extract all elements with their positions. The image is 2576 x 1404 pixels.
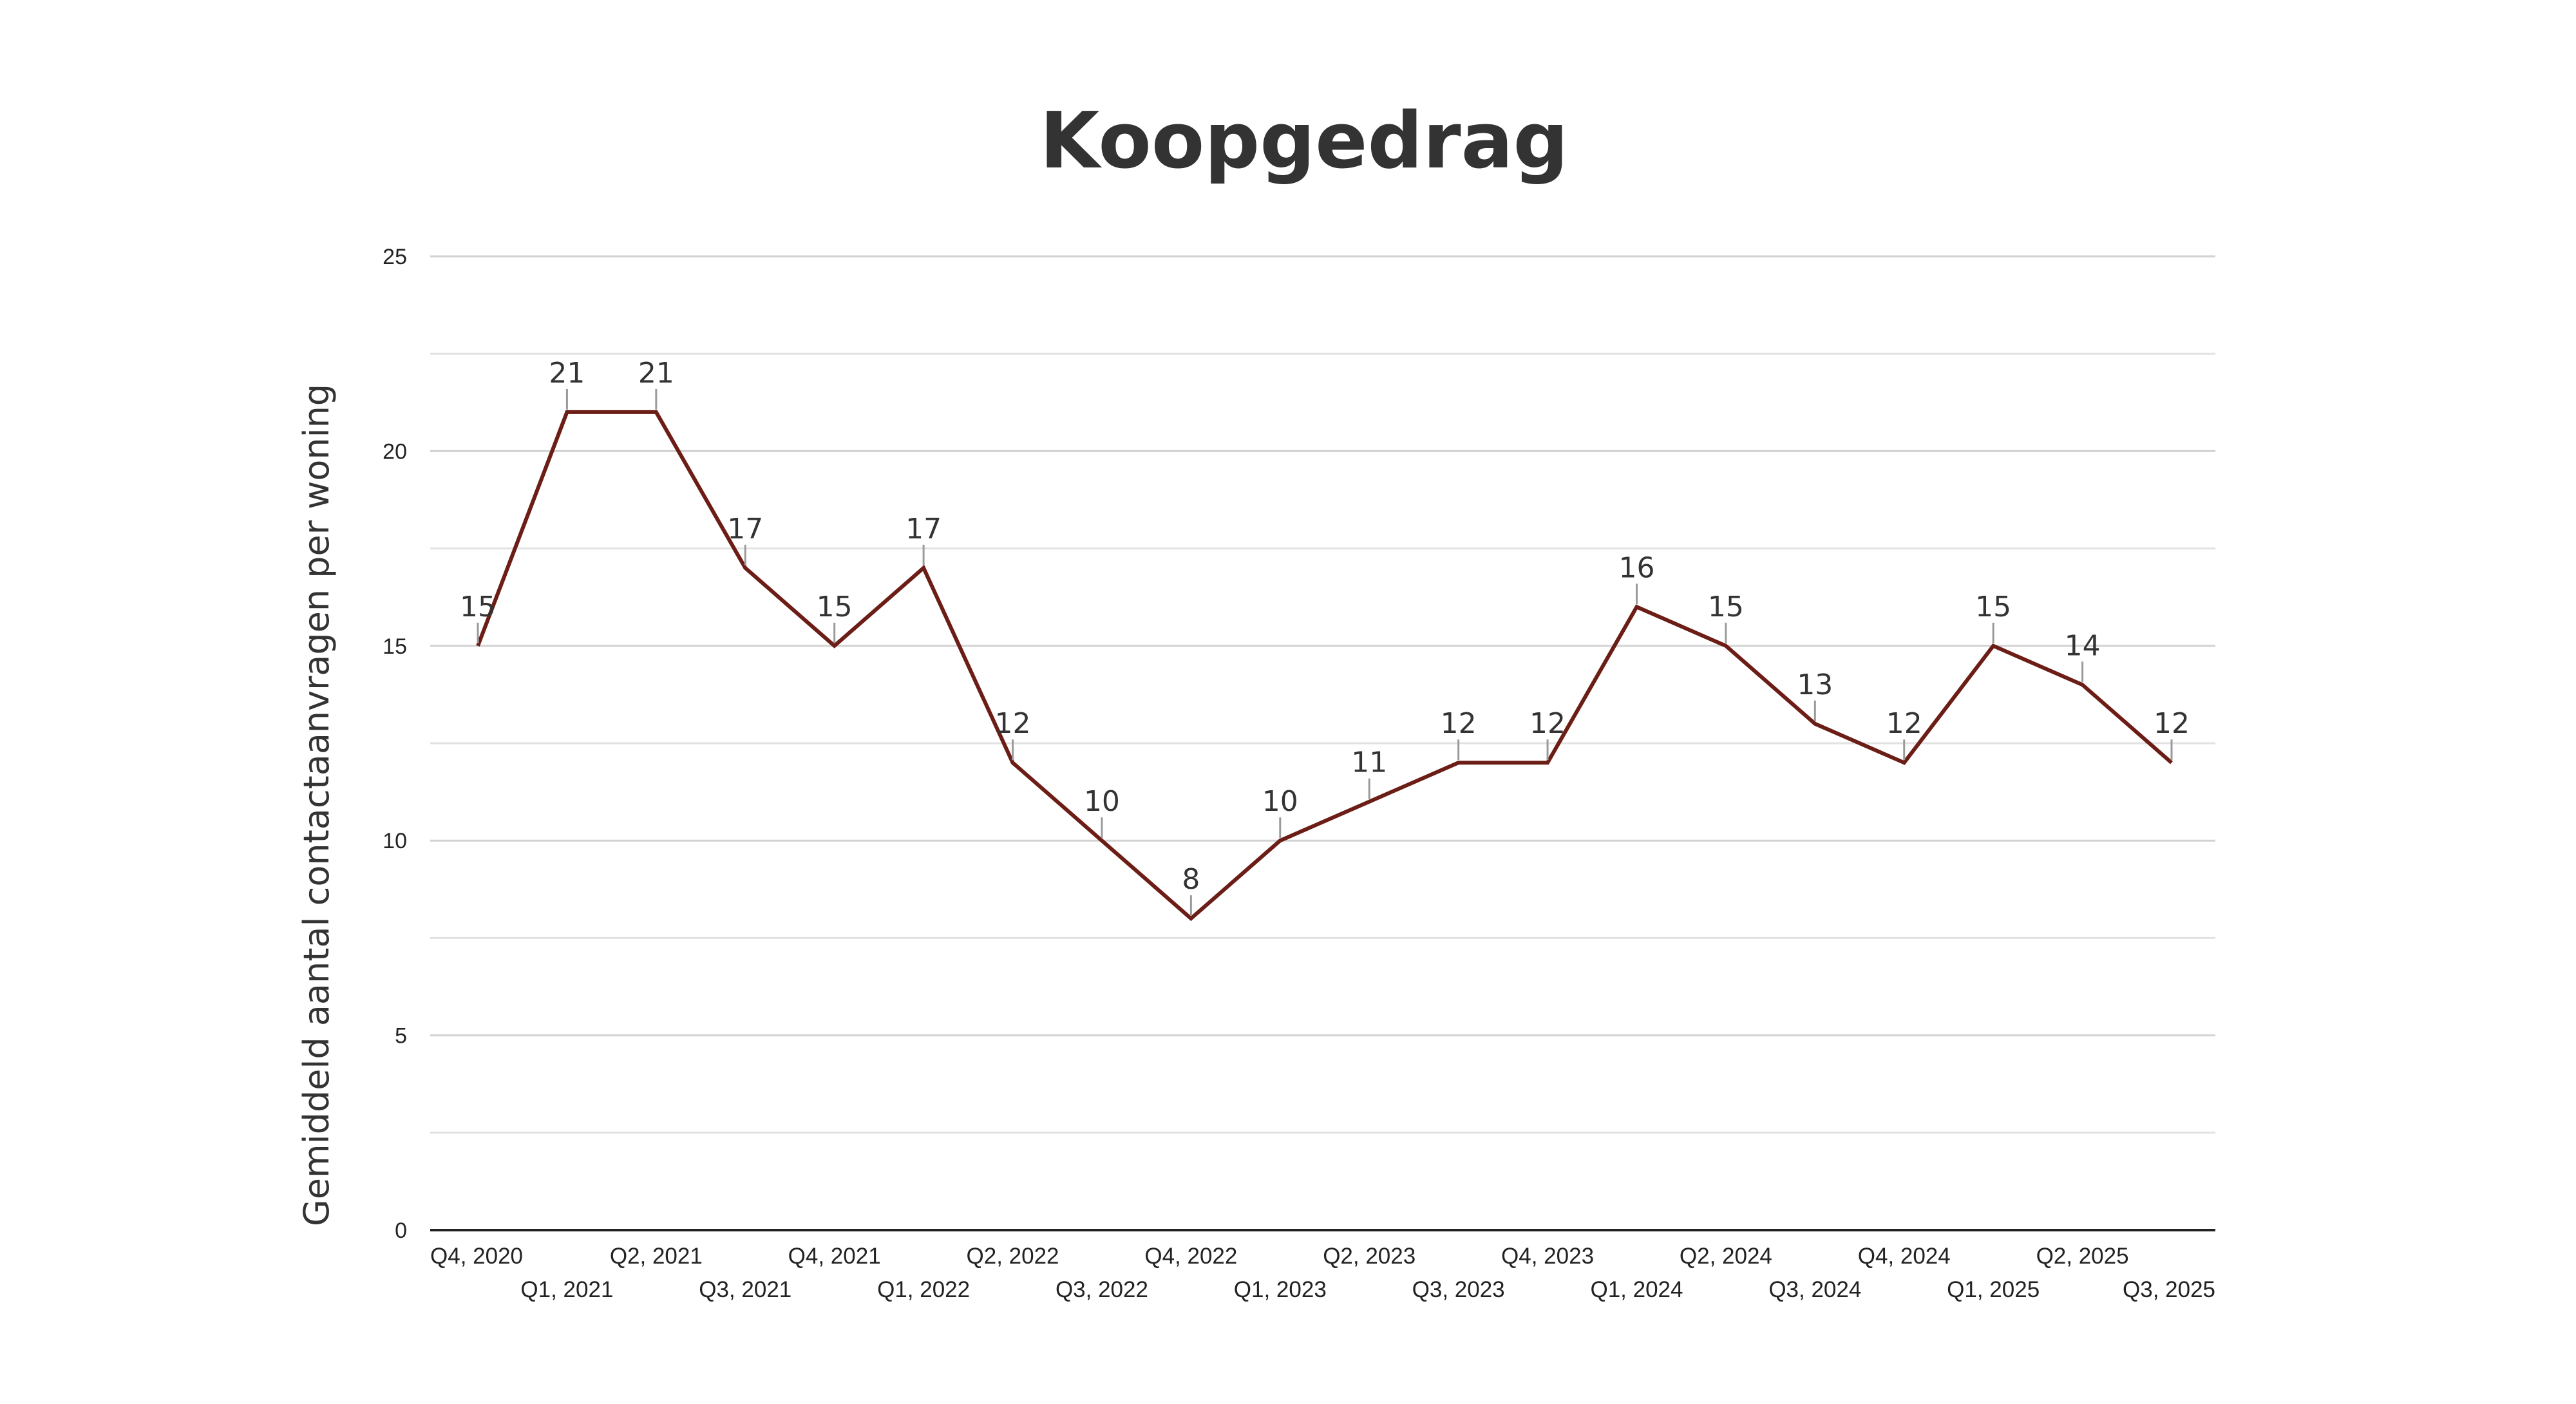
data-label: 12 [2154, 707, 2190, 740]
data-label: 8 [1182, 863, 1200, 896]
x-tick-label: Q2, 2025 [2036, 1244, 2129, 1269]
data-label: 15 [1975, 591, 2011, 623]
y-axis-ticks: 0 5 10 15 20 25 [383, 245, 407, 1243]
x-tick-label: Q3, 2022 [1056, 1277, 1148, 1302]
x-tick-label: Q2, 2021 [610, 1244, 703, 1269]
x-tick-label: Q1, 2023 [1234, 1277, 1327, 1302]
data-label: 12 [1441, 707, 1477, 740]
chart-title: Koopgedrag [1040, 97, 1569, 186]
y-tick-label: 15 [383, 634, 407, 659]
data-label: 12 [1530, 707, 1566, 740]
x-tick-label: Q1, 2025 [1947, 1277, 2040, 1302]
data-label: 12 [995, 707, 1031, 740]
data-label: 14 [2065, 629, 2101, 662]
data-label: 21 [638, 357, 674, 390]
y-tick-label: 10 [383, 829, 407, 853]
data-label: 17 [727, 513, 763, 545]
data-label: 12 [1886, 707, 1922, 740]
x-tick-label: Q2, 2023 [1323, 1244, 1416, 1269]
data-label: 10 [1262, 785, 1298, 818]
x-tick-label: Q3, 2025 [2123, 1277, 2215, 1302]
x-tick-label: Q1, 2022 [877, 1277, 970, 1302]
x-tick-label: Q4, 2023 [1501, 1244, 1594, 1269]
x-tick-label: Q2, 2024 [1680, 1244, 1772, 1269]
x-tick-label: Q4, 2022 [1144, 1244, 1237, 1269]
x-tick-label: Q3, 2023 [1412, 1277, 1505, 1302]
x-tick-label: Q2, 2022 [967, 1244, 1059, 1269]
data-label: 15 [460, 591, 496, 623]
series-line [476, 410, 2173, 922]
data-label: 16 [1618, 551, 1654, 584]
y-tick-label: 25 [383, 245, 407, 269]
y-tick-label: 0 [395, 1219, 407, 1243]
data-labels: 15 21 21 17 15 17 12 10 8 10 11 12 12 16 15 13 12 15 14 12 [460, 357, 2190, 916]
x-tick-label: Q3, 2021 [699, 1277, 791, 1302]
x-tick-label: Q1, 2024 [1590, 1277, 1683, 1302]
x-tick-label: Q4, 2021 [788, 1244, 881, 1269]
data-label: 17 [905, 513, 942, 545]
gridlines [430, 255, 2215, 1231]
data-label: 13 [1797, 669, 1833, 701]
data-label: 15 [817, 591, 853, 623]
series-layer [476, 410, 2173, 922]
data-label: 10 [1084, 785, 1120, 818]
data-label: 11 [1351, 746, 1387, 779]
x-tick-label: Q1, 2021 [520, 1277, 613, 1302]
data-label: 15 [1708, 591, 1744, 623]
y-tick-label: 5 [395, 1024, 407, 1048]
x-tick-label: Q3, 2024 [1768, 1277, 1861, 1302]
x-tick-label: Q4, 2024 [1858, 1244, 1951, 1269]
x-axis-ticks: Q4, 2020 Q1, 2021 Q2, 2021 Q3, 2021 Q4, 2021… [430, 1244, 2215, 1302]
data-label: 21 [549, 357, 585, 390]
y-tick-label: 20 [383, 439, 407, 464]
x-tick-label: Q4, 2020 [430, 1244, 523, 1269]
y-axis-label: Gemiddeld aantal contactaanvragen per wo… [296, 384, 337, 1226]
